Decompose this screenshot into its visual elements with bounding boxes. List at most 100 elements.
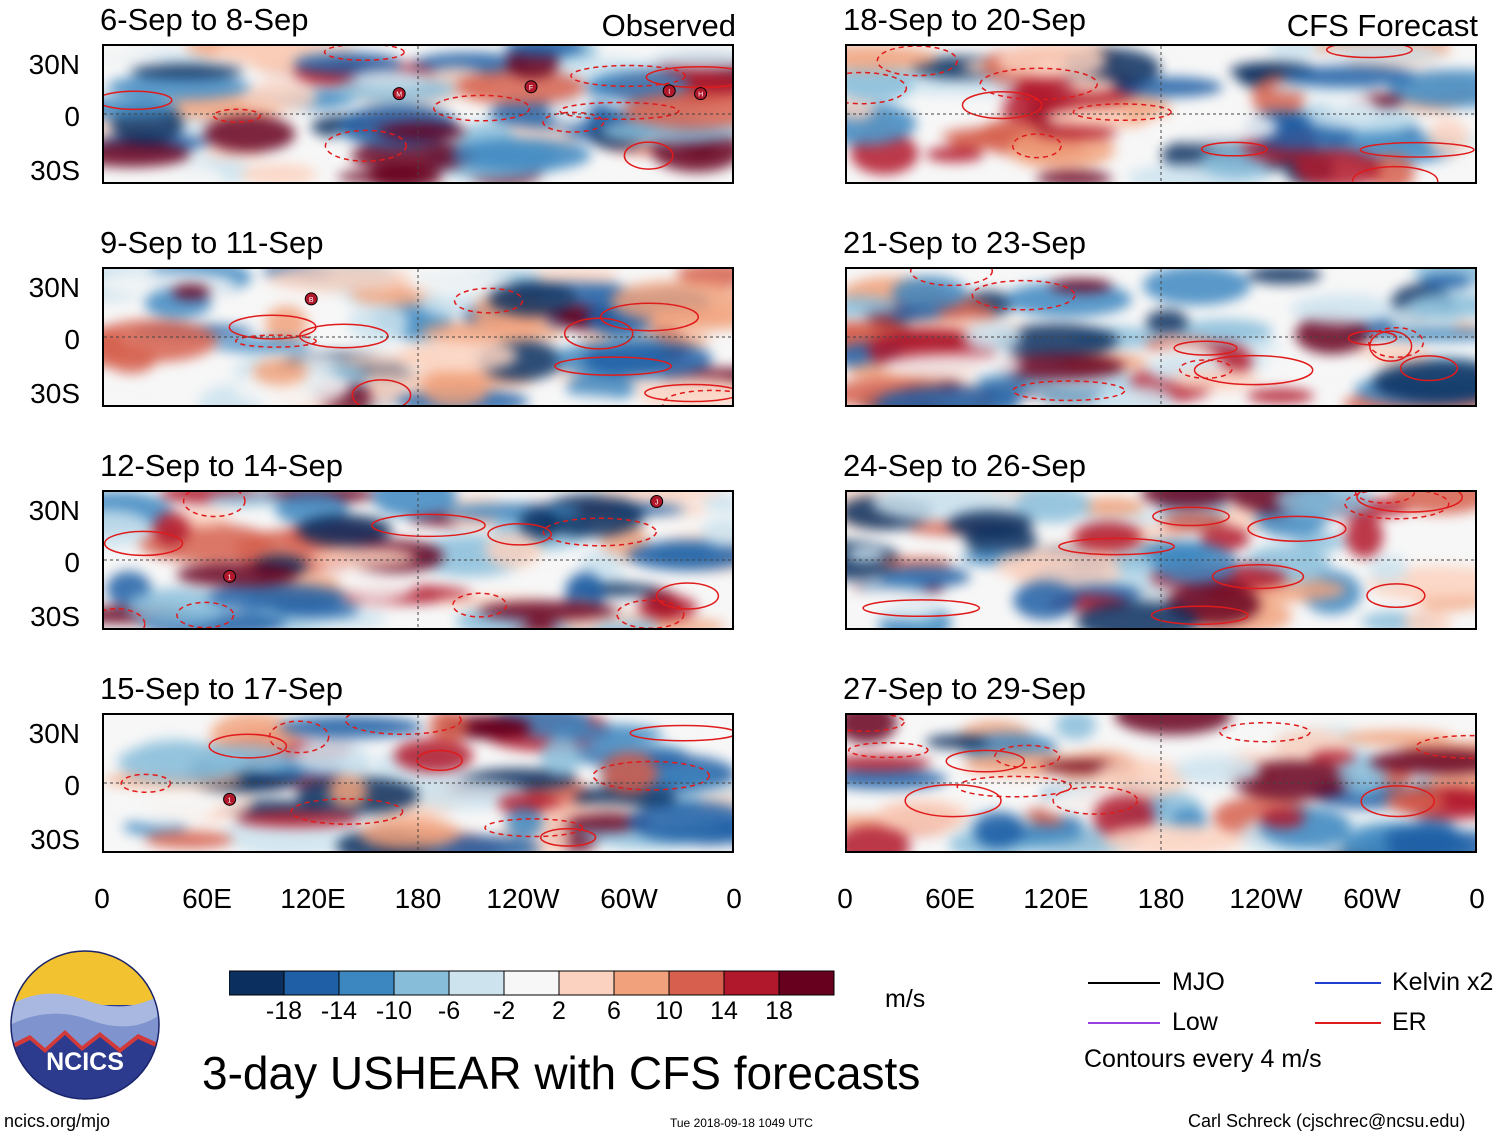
shear-anomaly-blob [478,600,618,621]
shear-anomaly-blob [995,353,1126,380]
shear-anomaly-blob [1341,730,1452,746]
shear-field: B [104,269,732,405]
colorbar [228,970,835,1001]
shear-anomaly-blob [1345,514,1383,558]
shear-anomaly-blob [1310,750,1357,764]
shear-anomaly-blob [881,354,1023,379]
shear-anomaly-blob [122,162,225,182]
colorbar-swatch [448,970,505,996]
er-contour [616,599,685,628]
shear-anomaly-blob [601,752,658,795]
shear-anomaly-blob [241,82,318,112]
map-panel-fc-4 [845,713,1477,853]
colorbar-swatch [613,970,670,996]
shear-anomaly-blob [1403,608,1452,628]
er-contour [592,760,710,791]
lat-label-30s: 30S [30,601,80,632]
shear-anomaly-blob [126,587,231,626]
lat-label-eq: 0 [64,324,80,355]
legend-label-mjo: MJO [1172,968,1225,996]
lat-label-eq: 0 [64,101,80,132]
shear-anomaly-blob [144,830,234,849]
shear-field [847,715,1475,851]
shear-anomaly-blob [1072,522,1143,552]
er-contour [1058,537,1175,556]
shear-anomaly-blob [1114,715,1232,735]
shear-anomaly-blob [627,540,732,571]
er-contour [1152,506,1230,527]
er-contour [1193,354,1314,386]
shear-anomaly-blob [891,276,968,311]
er-contour [961,90,1043,120]
er-contour [1415,734,1475,759]
er-contour [539,828,597,847]
shear-anomaly-blob [197,744,294,774]
er-contour [1012,380,1126,402]
storm-label: I [668,89,670,96]
shear-anomaly-blob [176,562,299,587]
er-contour [1344,492,1450,520]
shear-anomaly-blob [637,595,698,620]
shear-anomaly-blob [1055,715,1097,740]
shear-anomaly-blob [875,386,1021,405]
shear-anomaly-blob [847,769,948,790]
storm-label: J [655,500,659,507]
lon-label-60w: 60W [1343,883,1401,914]
er-contour [542,111,605,133]
shear-anomaly-blob [636,376,732,405]
shear-anomaly-blob [293,740,371,774]
shear-anomaly-blob [252,358,308,386]
colorbar-swatch [283,970,340,996]
er-contour [371,513,486,538]
colorbar-tick-label: 2 [552,997,566,1025]
shear-anomaly-blob [993,323,1119,358]
shear-anomaly-blob [429,715,468,743]
shear-anomaly-blob [1290,294,1397,325]
er-contour [1072,103,1172,122]
shear-anomaly-blob [210,338,313,353]
shear-anomaly-blob [925,734,989,749]
panel-title-obs-3: 12-Sep to 14-Sep [100,448,344,483]
shear-anomaly-blob [847,66,914,101]
lat-label-eq: 0 [64,770,80,801]
colorbar-swatch [778,970,835,996]
shear-anomaly-blob [1141,109,1278,145]
shear-anomaly-blob [130,63,244,79]
shear-anomaly-blob [540,736,582,777]
er-contour [104,530,184,557]
shear-field [847,46,1475,182]
observed-header: Observed [601,8,736,43]
er-contour [847,742,929,759]
lon-label-60e: 60E [925,883,975,914]
shear-anomaly-blob [1281,65,1417,87]
shear-anomaly-blob [964,320,1022,353]
shear-anomaly-blob [1068,76,1117,94]
shear-anomaly-blob [1419,274,1472,290]
shear-anomaly-blob [1371,360,1475,404]
er-contour [1211,563,1305,590]
footer-url[interactable]: ncics.org/mjo [4,1111,111,1131]
shear-anomaly-blob [235,810,359,828]
er-contour [212,108,262,123]
shear-anomaly-blob [1247,388,1314,404]
er-contour [1399,355,1458,382]
lon-label-360: 0 [1469,883,1485,914]
shear-anomaly-blob [506,807,544,839]
lon-label-120e: 120E [280,883,346,914]
shear-anomaly-blob [485,532,543,568]
shear-anomaly-blob [947,510,1034,539]
shear-anomaly-blob [460,720,532,739]
map-panel-fc-2 [845,267,1477,407]
shear-anomaly-blob [847,754,932,772]
er-contour [1369,330,1413,362]
shear-field: 1 [104,715,732,851]
er-contour [1366,583,1426,609]
storm-label: 1 [228,574,232,581]
shear-anomaly-blob [1153,543,1238,585]
main-title: 3-day USHEAR with CFS forecasts [202,1047,921,1099]
colorbar-swatch [393,970,450,996]
colorbar-tick-label: -2 [492,997,516,1025]
colorbar-tick-label: 10 [655,997,683,1025]
shear-anomaly-blob [1366,154,1415,182]
shear-anomaly-blob [455,69,586,105]
